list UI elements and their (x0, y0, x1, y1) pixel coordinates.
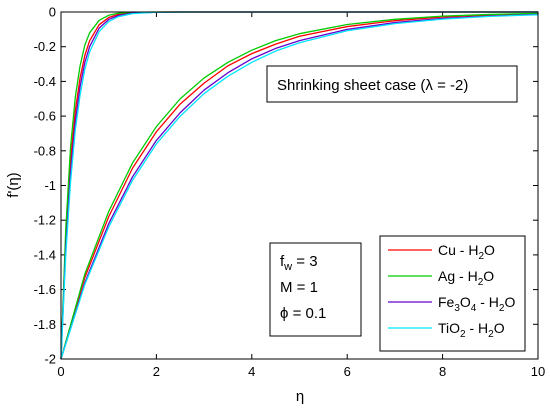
param-m: M = 1 (280, 279, 318, 296)
case-annotation-text: Shrinking sheet case (λ = -2) (277, 77, 468, 94)
y-tick-label: -0.4 (34, 74, 56, 89)
y-tick-label: -1.2 (34, 213, 56, 228)
params-box-frame (269, 242, 362, 337)
param-phi: ϕ = 0.1 (280, 305, 326, 322)
series-line-0-branch-second (60, 13, 539, 360)
x-tick-label: 0 (57, 364, 64, 379)
y-tick-label: -1 (44, 178, 56, 193)
y-tick-label: -0.8 (34, 143, 56, 158)
y-tick-label: 0 (49, 5, 56, 20)
case-annotation-box (266, 65, 518, 103)
y-tick-label: -2 (44, 352, 56, 367)
y-tick-label: -1.8 (34, 317, 56, 332)
x-tick-label: 2 (153, 364, 160, 379)
y-tick-label: -0.2 (34, 39, 56, 54)
x-tick-label: 4 (248, 364, 255, 379)
case-annotation: Shrinking sheet case (λ = -2) (266, 65, 518, 103)
x-axis-label: η (296, 388, 304, 405)
plot-frame (60, 11, 539, 360)
ticks-layer: 0 2 4 6 8 10 0 -0.2 -0.4 -0.6 -0.8 -1 -1.2 -1.4 -1.6 -1… (34, 5, 546, 380)
legend-label-tio2: TiO2 - H2O (438, 320, 505, 340)
y-tick-label: -0.6 (34, 109, 56, 124)
y-axis-label: f'(η) (5, 172, 22, 197)
legend-frame (379, 235, 526, 352)
y-tick-label: -1.6 (34, 282, 56, 297)
legend: Cu - H2O Ag - H2O Fe3O4 - H2O TiO2 - H2O (379, 235, 526, 352)
params-box: fw = 3 M = 1 ϕ = 0.1 (269, 242, 362, 337)
x-tick-label: 10 (531, 364, 545, 379)
series-line-2-branch-second (60, 13, 539, 360)
x-tick-label: 6 (344, 364, 351, 379)
series-line-1-branch-second (60, 12, 539, 360)
legend-entry-tio2: TiO2 - H2O (388, 320, 505, 340)
series-line-3-branch-second (60, 14, 539, 360)
y-tick-label: -1.4 (34, 247, 56, 262)
x-tick-label: 8 (439, 364, 446, 379)
